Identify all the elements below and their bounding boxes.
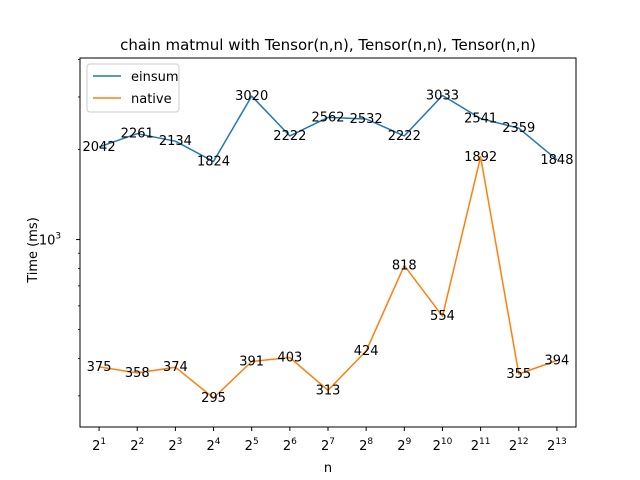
x-tick-label: 25 — [245, 437, 259, 454]
data-label-einsum: 2134 — [159, 134, 192, 149]
data-label-einsum: 2261 — [121, 127, 154, 142]
data-label-einsum: 2532 — [350, 112, 383, 127]
x-tick-label: 27 — [321, 437, 335, 454]
x-tick-label: 26 — [283, 437, 297, 454]
x-tick-label: 213 — [547, 437, 567, 454]
data-label-einsum: 3020 — [235, 89, 268, 104]
data-label-native: 1892 — [464, 150, 497, 165]
x-tick-label: 210 — [433, 437, 453, 454]
x-tick-label: 22 — [130, 437, 144, 454]
data-label-einsum: 1848 — [540, 153, 573, 168]
y-tick-label: 103 — [39, 232, 61, 249]
series-line-native — [98, 156, 558, 399]
data-label-einsum: 2359 — [502, 121, 535, 136]
data-label-einsum: 2042 — [83, 140, 116, 155]
data-label-native: 355 — [506, 367, 531, 382]
x-tick-label: 211 — [471, 437, 491, 454]
x-tick-label: 212 — [509, 437, 529, 454]
data-label-native: 403 — [277, 351, 302, 366]
x-tick-label: 21 — [92, 437, 106, 454]
data-label-einsum: 2222 — [273, 129, 306, 144]
legend-label-einsum: einsum — [131, 70, 179, 85]
x-tick-label: 24 — [207, 437, 221, 454]
data-label-einsum: 3033 — [426, 89, 459, 104]
data-label-native: 375 — [87, 360, 112, 375]
data-label-native: 295 — [201, 391, 226, 406]
x-axis: 21 22 23 24 25 26 27 28 29 210 211 212 213 — [92, 427, 567, 454]
data-label-einsum: 2541 — [464, 112, 497, 127]
data-label-einsum: 1824 — [197, 155, 230, 170]
x-tick-label: 29 — [397, 437, 411, 454]
legend: einsum native — [86, 63, 180, 113]
data-label-einsum: 2222 — [388, 129, 421, 144]
series-line-einsum — [98, 94, 558, 163]
plot-area: 2042 2261 2134 1824 3020 2222 2562 2532 2222 3033… — [83, 89, 574, 406]
data-label-einsum: 2562 — [311, 110, 344, 125]
x-tick-label: 23 — [168, 437, 182, 454]
data-label-native: 358 — [125, 366, 150, 381]
y-axis-label: Time (ms) — [26, 217, 41, 284]
x-axis-label: n — [324, 461, 332, 476]
legend-label-native: native — [131, 92, 172, 107]
data-label-native: 818 — [392, 259, 417, 274]
data-label-native: 424 — [354, 344, 379, 359]
x-tick-label: 28 — [359, 437, 373, 454]
data-label-native: 391 — [239, 354, 264, 369]
data-label-native: 313 — [316, 383, 341, 398]
data-label-native: 394 — [545, 353, 570, 368]
y-axis: 103 — [39, 59, 80, 397]
chart-title: chain matmul with Tensor(n,n), Tensor(n,… — [120, 36, 536, 54]
data-label-native: 554 — [430, 309, 455, 324]
data-label-native: 374 — [163, 360, 188, 375]
